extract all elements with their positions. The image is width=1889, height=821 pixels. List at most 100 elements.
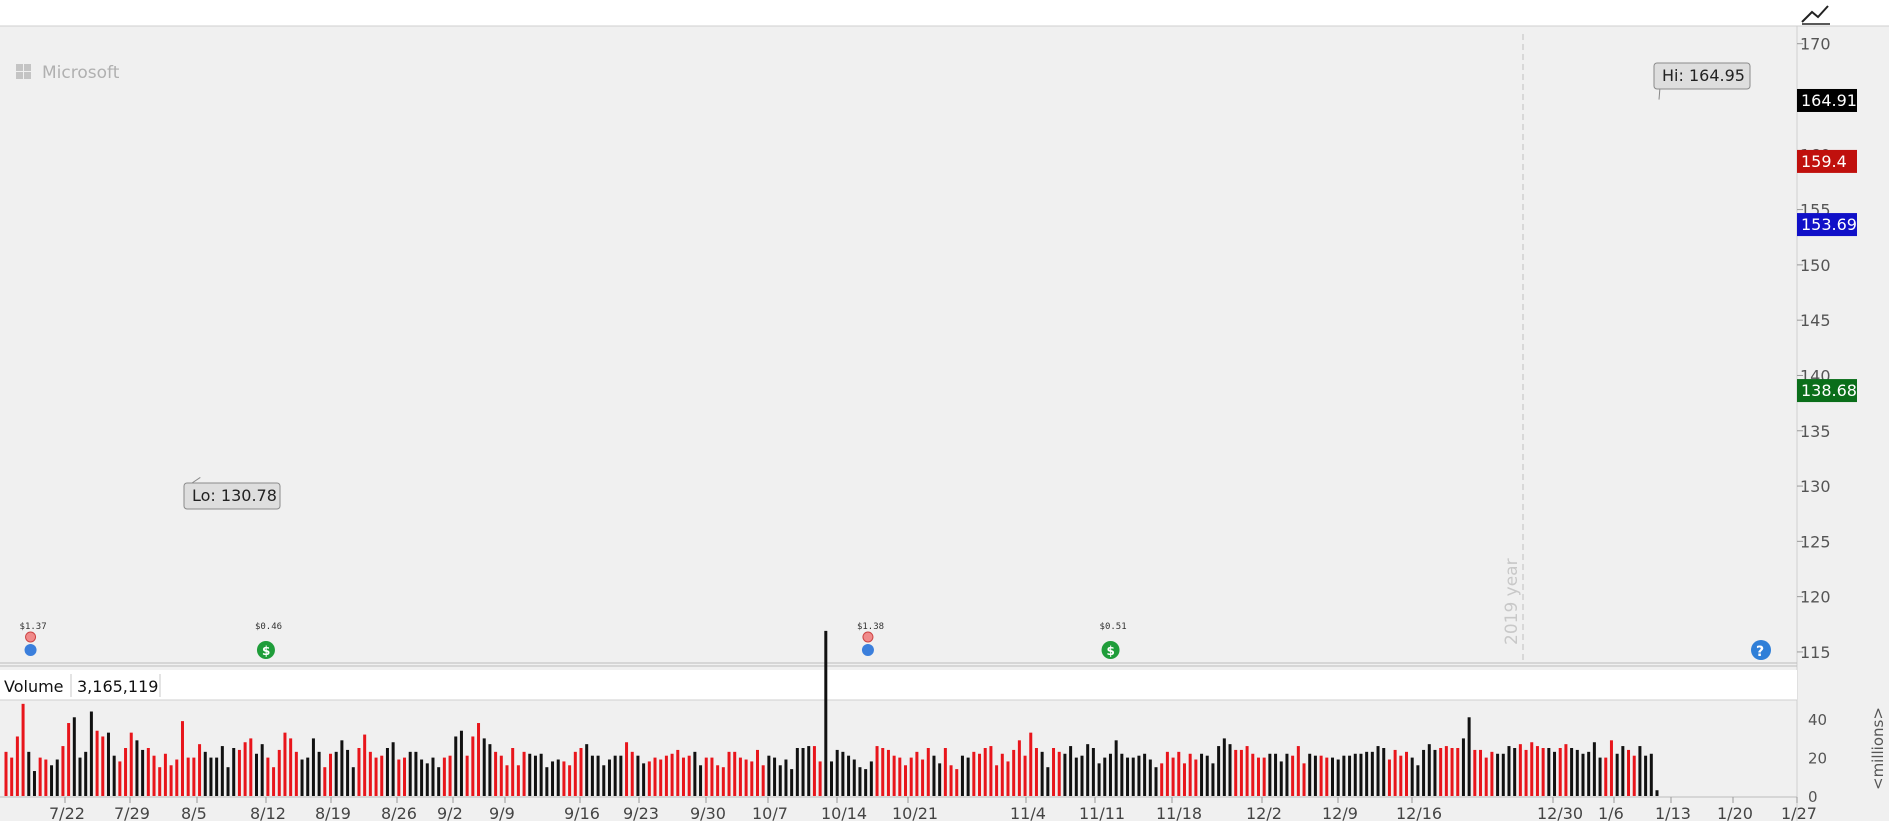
volume-bar xyxy=(1513,748,1517,796)
date-tick-label: 9/30 xyxy=(690,804,726,821)
volume-bar xyxy=(1382,748,1386,796)
last-price-label-bg xyxy=(1797,88,1857,112)
volume-bar xyxy=(1376,746,1380,796)
volume-bar xyxy=(15,736,19,796)
volume-bar xyxy=(1450,748,1454,796)
volume-bar xyxy=(1194,759,1198,796)
volume-bar xyxy=(1615,753,1619,796)
volume-bar xyxy=(1570,748,1574,796)
volume-bar xyxy=(1359,753,1363,796)
volume-bar xyxy=(72,717,76,796)
sma20-value-label-text: 159.4 xyxy=(1801,152,1847,171)
volume-bar xyxy=(1598,757,1602,796)
volume-bar xyxy=(1046,767,1050,796)
last-price-label: 164.91 xyxy=(1797,88,1857,112)
date-tick-label: 9/16 xyxy=(564,804,600,821)
volume-bar xyxy=(1171,757,1175,796)
volume-bar xyxy=(1353,753,1357,796)
earnings-marker[interactable]: $1.38 xyxy=(857,622,884,656)
low-callout-box xyxy=(183,482,281,510)
dividend-marker[interactable]: $0.46 $ xyxy=(255,622,282,659)
volume-bar xyxy=(84,751,88,796)
dividend-icon xyxy=(256,641,275,659)
chart-style-icon-line xyxy=(1801,5,1829,23)
volume-bar xyxy=(425,763,429,796)
volume-bar xyxy=(960,755,964,796)
date-tick-label: 11/4 xyxy=(1010,804,1046,821)
volume-bar xyxy=(585,744,589,796)
volume-bar xyxy=(943,748,947,796)
volume-bar xyxy=(915,751,919,796)
volume-bar xyxy=(95,730,99,796)
date-tick-label: 8/12 xyxy=(250,804,286,821)
date-tick-label: 9/2 xyxy=(437,804,463,821)
earnings-info-icon xyxy=(24,644,37,656)
volume-bar xyxy=(921,759,925,796)
volume-bar xyxy=(898,757,902,796)
volume-bar xyxy=(892,755,896,796)
volume-bar xyxy=(773,757,777,796)
volume-bar xyxy=(767,755,771,796)
volume-bar xyxy=(448,755,452,796)
volume-bar xyxy=(346,749,350,796)
volume-bar xyxy=(1160,763,1164,796)
volume-bar xyxy=(1052,748,1056,796)
dividend-icon xyxy=(1101,641,1120,659)
volume-bar xyxy=(625,742,629,796)
volume-bar xyxy=(420,759,424,796)
volume-bar xyxy=(1074,757,1078,796)
volume-bar xyxy=(186,757,190,796)
volume-bar xyxy=(886,749,890,796)
volume-bar xyxy=(1427,744,1431,796)
price-tick-label: 170 xyxy=(1800,35,1831,54)
volume-bar xyxy=(146,748,150,796)
volume-bar xyxy=(801,748,805,796)
date-tick-label: 1/20 xyxy=(1717,804,1753,821)
volume-bar xyxy=(596,755,600,796)
volume-bar xyxy=(1217,746,1221,796)
chart-style-icon[interactable] xyxy=(1801,5,1830,25)
date-tick-label: 7/29 xyxy=(114,804,150,821)
volume-bar xyxy=(215,757,219,796)
volume-bar xyxy=(294,751,298,796)
volume-bar xyxy=(613,755,617,796)
volume-bar xyxy=(1535,746,1539,796)
sma200-value-label-text: 138.68 xyxy=(1801,381,1857,400)
volume-bar xyxy=(573,751,577,796)
earnings-info-icon xyxy=(861,644,874,656)
volume-bar xyxy=(21,703,25,796)
volume-bar xyxy=(858,767,862,796)
volume-bar xyxy=(1581,753,1585,796)
volume-bar xyxy=(1006,761,1010,796)
volume-bar xyxy=(755,749,759,796)
volume-bar xyxy=(704,757,708,796)
earnings-marker[interactable]: $1.37 xyxy=(20,622,47,656)
date-tick-label: 1/13 xyxy=(1655,804,1691,821)
volume-bar xyxy=(738,757,742,796)
volume-bar xyxy=(1416,765,1420,796)
volume-bar xyxy=(1439,748,1443,796)
volume-bar xyxy=(1370,751,1374,796)
volume-bar xyxy=(180,721,184,796)
low-callout: Lo: 130.78 xyxy=(183,477,281,510)
volume-bar xyxy=(568,765,572,796)
price-tick-label: 120 xyxy=(1800,588,1831,607)
volume-bar xyxy=(1205,755,1209,796)
volume-bar xyxy=(1518,744,1522,796)
earnings-icon xyxy=(25,631,37,643)
date-tick-label: 11/18 xyxy=(1156,804,1202,821)
volume-bar xyxy=(1479,749,1483,796)
volume-bar xyxy=(687,755,691,796)
volume-bar xyxy=(44,759,48,796)
volume-bar xyxy=(471,736,475,796)
earnings-marker-label: $1.37 xyxy=(20,622,47,632)
volume-bar xyxy=(67,723,71,796)
help-icon[interactable]: ? xyxy=(1751,640,1771,660)
dividend-marker[interactable]: $0.51 $ xyxy=(1100,622,1127,659)
volume-bar xyxy=(795,748,799,796)
dividend-dollar-glyph: $ xyxy=(262,644,270,658)
volume-bar xyxy=(300,759,304,796)
volume-bar xyxy=(949,765,953,796)
volume-bar xyxy=(869,761,873,796)
help-icon-circle xyxy=(1751,640,1771,660)
